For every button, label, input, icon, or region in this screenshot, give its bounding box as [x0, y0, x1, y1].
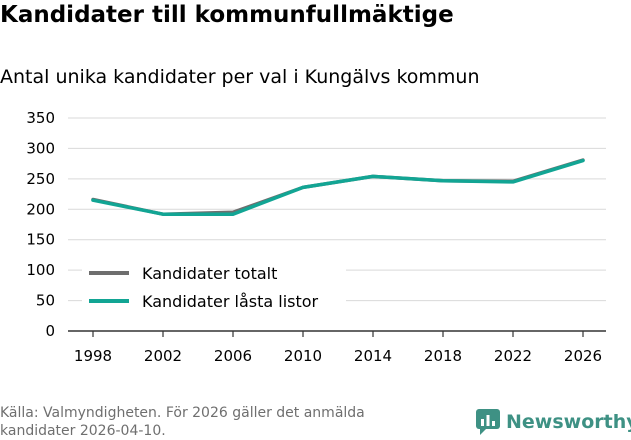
y-tick-label: 200 — [26, 200, 55, 218]
legend-background — [82, 259, 346, 321]
series-line-lasta-listor — [91, 158, 585, 216]
chart-subtitle: Antal unika kandidater per val i Kungälv… — [0, 66, 480, 88]
legend: Kandidater totalt Kandidater låsta listor — [82, 259, 346, 321]
x-tick-label: 2014 — [354, 347, 392, 365]
y-axis-ticks: 0 50 100 150 200 250 300 350 — [26, 109, 55, 340]
x-tick-label: 2006 — [214, 347, 252, 365]
x-tick-label: 1998 — [74, 347, 112, 365]
series-lines — [91, 158, 585, 216]
source-note: Källa: Valmyndigheten. För 2026 gäller d… — [0, 404, 430, 440]
legend-label: Kandidater låsta listor — [142, 292, 319, 311]
y-tick-label: 50 — [36, 292, 55, 310]
x-tick-label: 2026 — [564, 347, 602, 365]
x-tick-label: 2010 — [284, 347, 322, 365]
source-line-2: kandidater 2026-04-10. — [0, 423, 166, 439]
y-tick-label: 350 — [26, 109, 55, 127]
chart-title: Kandidater till kommunfullmäktige — [0, 2, 454, 28]
y-tick-label: 150 — [26, 231, 55, 249]
y-tick-label: 0 — [45, 322, 55, 340]
newsworthy-brand: Newsworthy — [476, 409, 631, 435]
x-axis: 1998 2002 2006 2010 2014 2018 2022 2026 — [68, 330, 606, 365]
legend-label: Kandidater totalt — [142, 264, 277, 283]
line-chart: 0 50 100 150 200 250 300 350 1998 2002 2006 2010 20… — [26, 109, 606, 365]
x-tick-label: 2022 — [494, 347, 532, 365]
series-line-totalt — [91, 158, 585, 216]
source-line-1: Källa: Valmyndigheten. För 2026 gäller d… — [0, 405, 365, 421]
brand-name: Newsworthy — [506, 411, 631, 433]
y-tick-label: 300 — [26, 139, 55, 157]
x-tick-label: 2002 — [144, 347, 182, 365]
y-tick-label: 100 — [26, 261, 55, 279]
y-tick-label: 250 — [26, 170, 55, 188]
x-tick-label: 2018 — [424, 347, 462, 365]
newsworthy-logo-icon — [476, 409, 500, 435]
